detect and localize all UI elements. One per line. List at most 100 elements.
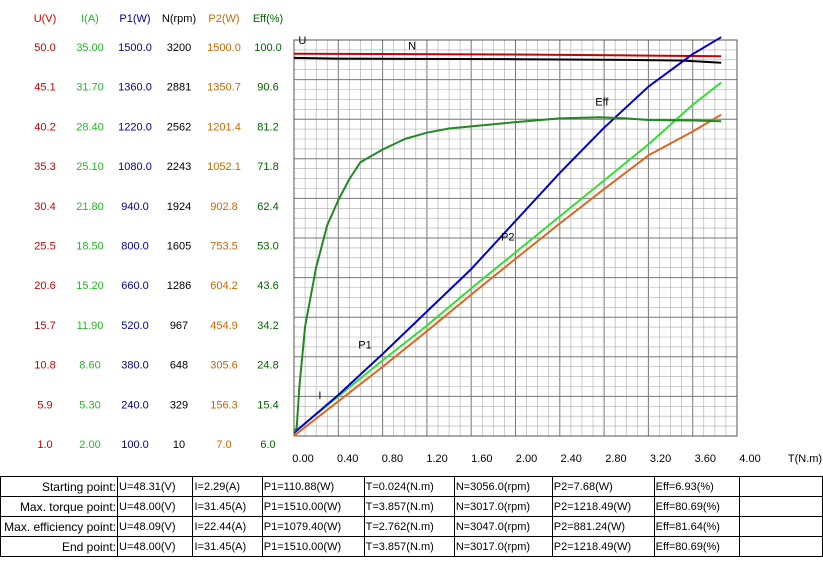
y-tick-label: 2243 (167, 161, 191, 173)
curve-label: P2 (501, 231, 514, 243)
y-tick-label: 1350.7 (207, 82, 241, 94)
results-row: Max. torque point: U=48.00(V) I=31.45(A) P1… (0, 496, 823, 517)
axis-header: U(V) (34, 13, 57, 25)
y-tick-label: 81.2 (257, 121, 278, 133)
y-tick-label: 520.0 (121, 320, 149, 332)
y-tick-label: 5.9 (37, 399, 52, 411)
results-cell: Eff=6.93(%) (653, 476, 741, 497)
y-tick-label: 8.60 (79, 360, 100, 372)
y-tick-label: 454.9 (210, 320, 238, 332)
y-tick-label: 800.0 (121, 241, 149, 253)
y-tick-label: 20.6 (34, 280, 55, 292)
results-cell: N=3047.0(rpm) (453, 516, 553, 537)
y-tick-label: 1052.1 (207, 161, 241, 173)
series-line-eff (293, 116, 722, 433)
y-tick-label: 902.8 (210, 201, 238, 213)
y-tick-label: 7.0 (216, 439, 231, 451)
series-line-u (293, 52, 722, 58)
results-cell: U=48.00(V) (116, 496, 194, 517)
curve-label: I (318, 390, 321, 402)
series-line-n (293, 56, 722, 64)
y-tick-label: 1500.0 (207, 42, 241, 54)
curve-label: Eff (595, 96, 609, 108)
y-tick-label: 2.00 (79, 439, 100, 451)
results-cell: P1=110.88(W) (261, 476, 365, 497)
results-cell: N=3056.0(rpm) (453, 476, 553, 497)
y-tick-label: 53.0 (257, 241, 278, 253)
y-tick-label: 648 (170, 360, 188, 372)
y-tick-label: 40.2 (34, 121, 55, 133)
y-tick-label: 1220.0 (118, 121, 152, 133)
results-cell: P2=1218.49(W) (551, 536, 655, 557)
y-tick-label: 18.50 (76, 241, 104, 253)
axis-header: Eff(%) (253, 13, 283, 25)
results-cell: I=31.45(A) (192, 496, 263, 517)
x-tick-label: 4.00 (739, 453, 760, 465)
axis-header: N(rpm) (162, 13, 196, 25)
results-cell: P2=7.68(W) (551, 476, 655, 497)
y-tick-label: 24.8 (257, 360, 278, 372)
y-tick-label: 753.5 (210, 241, 238, 253)
y-tick-label: 660.0 (121, 280, 149, 292)
y-tick-label: 1500.0 (118, 42, 152, 54)
y-tick-label: 71.8 (257, 161, 278, 173)
y-tick-label: 11.90 (77, 320, 104, 332)
y-tick-label: 1201.4 (207, 121, 241, 133)
y-tick-label: 35.3 (34, 161, 55, 173)
axis-header: P1(W) (119, 13, 150, 25)
y-tick-label: 1924 (167, 201, 191, 213)
motor-characteristic-chart: U(V) 50.0 45.1 40.2 35.3 30.4 25.5 20.6 15.7 10.8… (34, 13, 822, 465)
y-tick-label: 25.10 (76, 161, 104, 173)
results-cell: I=22.44(A) (192, 516, 263, 537)
results-cell-empty (739, 516, 823, 537)
results-cell: P2=881.24(W) (551, 516, 655, 537)
results-cell: U=48.00(V) (116, 536, 194, 557)
plot-frame (293, 39, 738, 437)
y-tick-label: 15.7 (34, 320, 55, 332)
y-tick-label: 240.0 (121, 399, 149, 411)
y-tick-label: 100.0 (121, 439, 149, 451)
y-tick-label: 25.5 (34, 241, 55, 253)
results-cell: T=0.024(N.m) (363, 476, 455, 497)
grid (293, 39, 738, 437)
y-tick-label: 604.2 (210, 280, 238, 292)
curve-label: U (298, 35, 306, 47)
y-tick-label: 1605 (167, 241, 191, 253)
y-tick-label: 380.0 (121, 360, 149, 372)
y-tick-label: 90.6 (257, 82, 278, 94)
y-tick-label: 5.30 (79, 399, 100, 411)
results-cell-empty (739, 476, 823, 497)
results-cell-empty (739, 536, 823, 557)
results-row-label: Max. efficiency point: (0, 516, 118, 537)
y-tick-label: 10.8 (34, 360, 55, 372)
results-cell: Eff=81.64(%) (653, 516, 741, 537)
y-tick-label: 100.0 (254, 42, 282, 54)
results-row: End point: U=48.00(V) I=31.45(A) P1=1510.00… (0, 536, 823, 557)
results-table: Starting point: U=48.31(V) I=2.29(A) P1=110… (0, 476, 823, 557)
y-tick-label: 30.4 (34, 201, 55, 213)
results-cell: T=3.857(N.m) (363, 496, 455, 517)
y-tick-label: 10 (173, 439, 185, 451)
series-line-p1 (293, 36, 722, 434)
results-row: Starting point: U=48.31(V) I=2.29(A) P1=110… (0, 476, 823, 497)
results-cell: N=3017.0(rpm) (453, 496, 553, 517)
y-tick-label: 62.4 (257, 201, 278, 213)
y-tick-label: 1360.0 (118, 82, 152, 94)
y-tick-label: 1.0 (37, 439, 52, 451)
results-cell: I=31.45(A) (192, 536, 263, 557)
results-cell: N=3017.0(rpm) (453, 536, 553, 557)
x-tick-label: 2.40 (560, 453, 581, 465)
y-tick-label: 156.3 (210, 399, 238, 411)
results-row: Max. efficiency point: U=48.09(V) I=22.44(… (0, 516, 823, 537)
y-tick-label: 3200 (167, 42, 191, 54)
y-tick-label: 940.0 (121, 201, 149, 213)
y-tick-label: 34.2 (257, 320, 278, 332)
results-cell: P2=1218.49(W) (551, 496, 655, 517)
axis-header: P2(W) (208, 13, 239, 25)
results-row-label: Starting point: (0, 476, 118, 497)
y-tick-label: 21.80 (76, 201, 104, 213)
x-axis-label: T(N.m) (788, 453, 822, 465)
results-cell-empty (739, 496, 823, 517)
results-row-label: End point: (0, 536, 118, 557)
results-cell: T=2.762(N.m) (363, 516, 455, 537)
